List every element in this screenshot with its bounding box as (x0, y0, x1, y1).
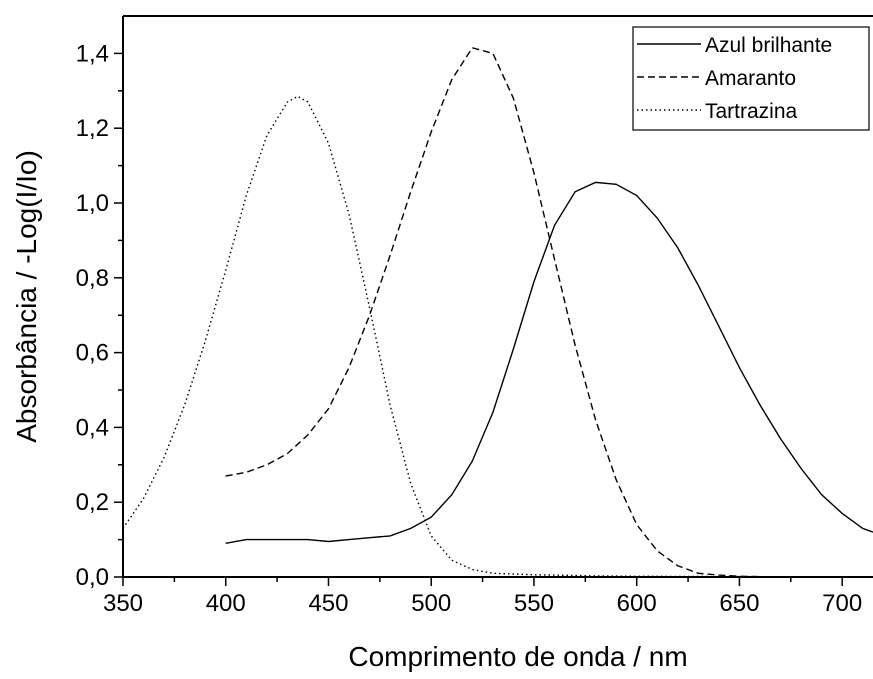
y-tick-label: 0,4 (76, 414, 109, 441)
y-axis-title: Absorbância / -Log(I/Io) (11, 150, 42, 443)
x-tick-label: 700 (822, 590, 862, 617)
axes: 350 400 450 500 550 600 650 700 0,0 0,2 0,4 0,6 0,8 1… (76, 15, 873, 617)
y-tick-label: 1,2 (76, 115, 109, 142)
y-tick-label: 1,0 (76, 190, 109, 217)
y-tick-label: 0,2 (76, 489, 109, 516)
x-tick-label: 400 (206, 590, 246, 617)
x-tick-label: 450 (308, 590, 348, 617)
legend: Azul brilhante Amaranto Tartrazina (632, 26, 870, 131)
x-tick-label: 600 (617, 590, 657, 617)
legend-label-3: Tartrazina (705, 100, 798, 123)
y-tick-label: 0,0 (76, 564, 109, 591)
series-line-3 (123, 95, 873, 577)
x-tick-label: 650 (719, 590, 759, 617)
legend-label-2: Amaranto (705, 67, 796, 90)
series-line-1 (225, 181, 873, 544)
x-axis-title: Comprimento de onda / nm (348, 641, 687, 672)
x-tick-label: 550 (514, 590, 554, 617)
y-tick-label: 0,6 (76, 340, 109, 367)
x-tick-label: 350 (103, 590, 143, 617)
y-tick-label: 0,8 (76, 265, 109, 292)
legend-label-1: Azul brilhante (705, 34, 832, 57)
y-tick-label: 1,4 (76, 40, 109, 67)
x-tick-label: 500 (411, 590, 451, 617)
